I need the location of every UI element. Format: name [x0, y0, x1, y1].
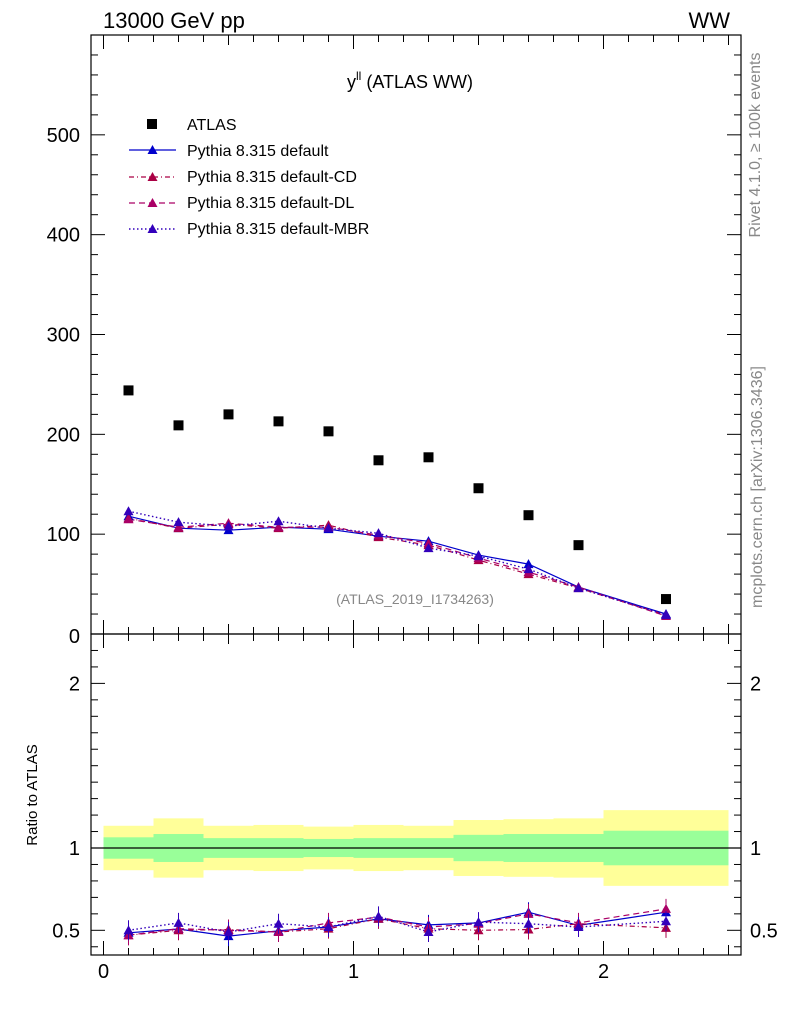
legend-label-atlas: ATLAS: [187, 117, 237, 134]
atlas-data-points: [123, 385, 671, 605]
ratio-ytick-label-right: 2: [750, 673, 761, 695]
main-ytick-label: 500: [47, 125, 80, 147]
ratio-markers: [123, 898, 671, 947]
main-ticks: [91, 35, 741, 634]
ratio-marker-series-3: [473, 917, 484, 927]
ratio-marker-series-2: [661, 903, 671, 913]
atlas-data-point: [373, 455, 384, 466]
main-marker-series-0: [523, 559, 534, 569]
legend-marker-dl: [147, 198, 158, 207]
ratio-marker-series-2: [523, 908, 534, 918]
main-marker-series-3: [273, 516, 284, 526]
chart-title: yll (ATLAS WW): [347, 69, 473, 92]
ratio-marker-series-3: [223, 926, 234, 936]
legend-label-default: Pythia 8.315 default: [187, 143, 329, 160]
legend-marker-default: [147, 145, 158, 154]
energy-label: 13000 GeV pp: [103, 8, 245, 33]
main-marker-series-3: [661, 610, 671, 620]
legend-label-dl: Pythia 8.315 default-DL: [187, 195, 354, 212]
ratio-ytick-label-right: 1: [750, 838, 761, 860]
ratio-marker-series-3: [373, 911, 384, 921]
ratio-marker-series-3: [123, 925, 134, 935]
atlas-data-point: [573, 540, 584, 551]
ratio-ytick-label-left: 2: [69, 673, 80, 695]
chart-title-rest: (ATLAS WW): [361, 72, 473, 92]
main-ytick-label: 100: [47, 524, 80, 546]
legend-label-mbr: Pythia 8.315 default-MBR: [187, 221, 369, 238]
main-panel: 100 200 300 400 500 yll (ATLAS WW) (ATLAS_20…: [47, 34, 742, 648]
ratio-marker-series-3: [573, 922, 584, 932]
ratio-marker-series-3: [661, 916, 671, 926]
main-markers: [123, 506, 671, 621]
ratio-ytick-label-left: 0.5: [52, 920, 80, 942]
main-marker-series-3: [523, 564, 534, 574]
main-marker-series-3: [173, 517, 184, 527]
ratio-curves: [128, 908, 667, 937]
main-ytick-zero: 0: [69, 626, 80, 648]
analysis-id-label: (ATLAS_2019_I1734263): [336, 591, 494, 607]
ratio-ytick-label-left: 1: [69, 838, 80, 860]
main-ytick-label: 300: [47, 325, 80, 347]
atlas-data-point: [173, 420, 184, 431]
ratio-marker-series-3: [423, 926, 434, 936]
main-ytick-label: 400: [47, 225, 80, 247]
main-marker-series-2: [423, 538, 434, 548]
ratio-marker-series-3: [523, 918, 534, 928]
main-marker-series-3: [223, 521, 234, 531]
atlas-data-point: [423, 452, 434, 463]
main-marker-series-3: [373, 528, 384, 538]
atlas-data-point: [123, 385, 134, 396]
legend: ATLAS Pythia 8.315 default Pythia 8.315 …: [129, 117, 369, 238]
process-label: WW: [688, 8, 730, 33]
legend-label-cd: Pythia 8.315 default-CD: [187, 169, 357, 186]
ratio-frame: [90, 633, 742, 956]
main-ytick-labels: 100 200 300 400 500: [47, 125, 80, 546]
main-marker-series-2: [273, 522, 284, 532]
main-marker-series-2: [173, 522, 184, 532]
ratio-ytick-labels: 0.5 0.5 1 1 2 2: [52, 673, 778, 942]
main-ytick-label: 200: [47, 424, 80, 446]
atlas-data-point: [473, 483, 484, 494]
mcplots-label: mcplots.cern.ch [arXiv:1306.3436]: [749, 366, 766, 608]
legend-marker-mbr: [147, 224, 158, 233]
main-marker-series-2: [123, 514, 134, 524]
ratio-marker-series-3: [273, 918, 284, 928]
legend-marker-cd: [147, 172, 158, 181]
ratio-xtick-label: 2: [598, 961, 609, 983]
ratio-xtick-label: 0: [98, 961, 109, 983]
chart-title-main: y: [347, 72, 356, 92]
chart-title-sup: ll: [356, 69, 361, 83]
ratio-xtick-labels: 0 1 2: [98, 961, 609, 983]
ratio-ticks: [91, 634, 741, 955]
atlas-data-point: [323, 426, 334, 437]
main-marker-series-3: [423, 543, 434, 553]
ratio-marker-series-3: [323, 922, 334, 932]
ratio-xtick-label: 1: [348, 961, 359, 983]
main-marker-series-3: [473, 551, 484, 561]
main-marker-series-3: [123, 506, 134, 516]
atlas-data-point: [661, 594, 671, 605]
ratio-marker-series-3: [173, 917, 184, 927]
atlas-data-point: [523, 510, 534, 521]
ratio-ytick-label-right: 0.5: [750, 920, 778, 942]
atlas-data-point: [273, 416, 284, 427]
main-marker-series-3: [573, 583, 584, 593]
ratio-panel: 0.5 0.5 1 1 2 2 0 1 2 Ratio to ATLAS: [24, 633, 778, 983]
atlas-data-point: [223, 409, 234, 420]
legend-marker-atlas: [147, 119, 157, 129]
rivet-label: Rivet 4.1.0, ≥ 100k events: [747, 53, 764, 238]
ratio-ylabel: Ratio to ATLAS: [24, 744, 41, 845]
main-marker-series-3: [323, 523, 334, 533]
